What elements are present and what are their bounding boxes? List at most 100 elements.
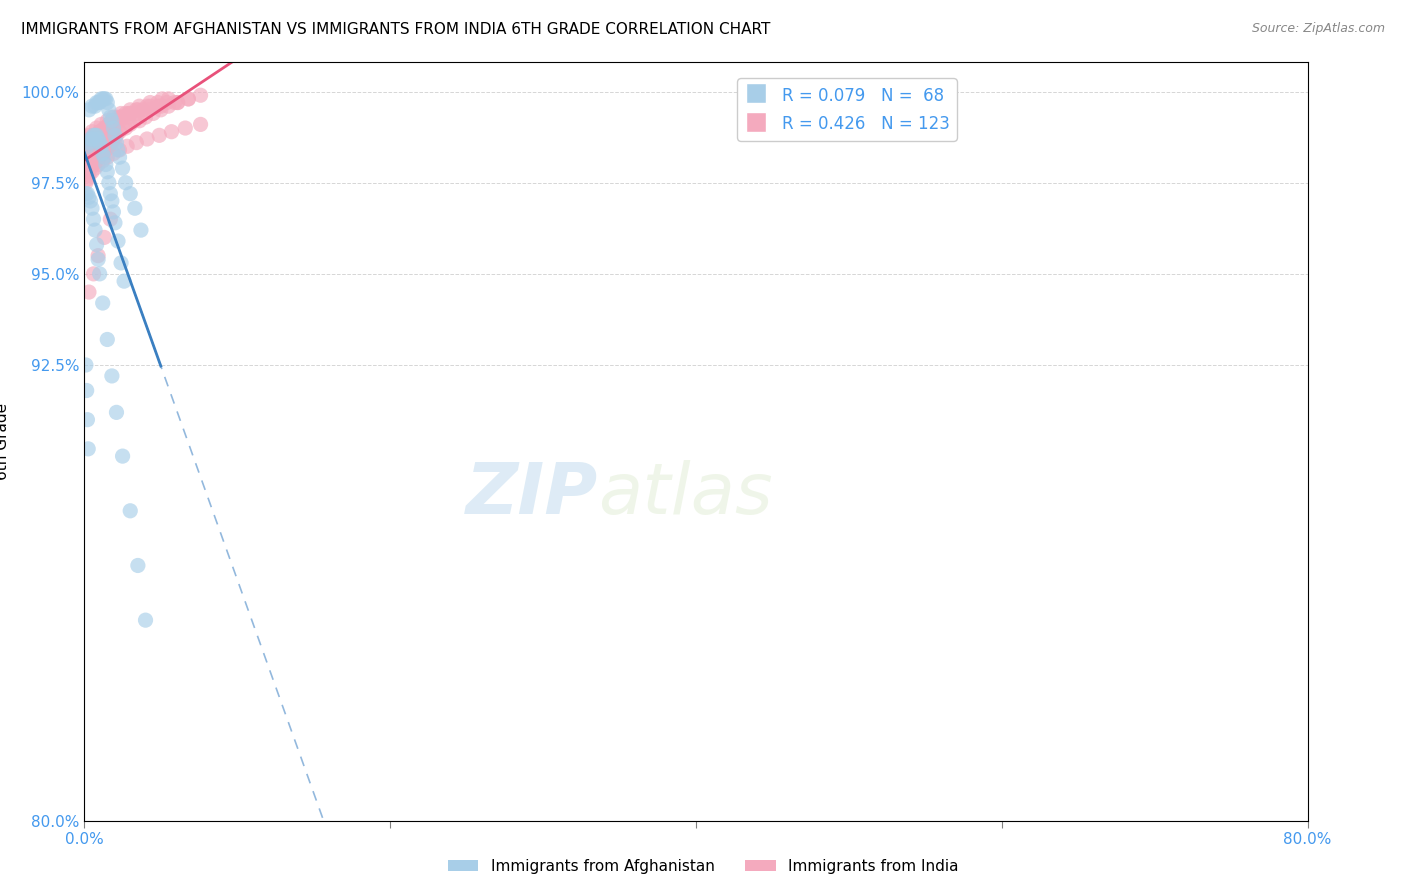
Point	[177, 92, 200, 106]
Point	[150, 92, 173, 106]
Point	[105, 136, 128, 150]
Point	[91, 153, 114, 168]
Point	[90, 128, 112, 143]
Y-axis label: 6th Grade: 6th Grade	[0, 403, 10, 480]
Point	[105, 405, 128, 419]
Point	[156, 95, 179, 110]
Point	[93, 230, 115, 244]
Point	[86, 121, 108, 136]
Point	[96, 139, 118, 153]
Point	[111, 161, 134, 176]
Point	[98, 212, 121, 227]
Point	[89, 150, 111, 164]
Point	[84, 99, 107, 113]
Text: atlas: atlas	[598, 460, 773, 529]
Point	[97, 117, 120, 131]
Point	[77, 442, 100, 456]
Point	[76, 146, 98, 161]
Point	[76, 384, 98, 398]
Point	[138, 103, 160, 117]
Point	[77, 128, 100, 143]
Point	[83, 132, 105, 146]
Point	[101, 113, 124, 128]
Point	[76, 165, 98, 179]
Point	[96, 333, 118, 347]
Point	[83, 139, 105, 153]
Point	[87, 157, 110, 171]
Point	[110, 110, 132, 124]
Point	[89, 267, 111, 281]
Point	[97, 139, 120, 153]
Point	[148, 128, 170, 143]
Point	[108, 113, 131, 128]
Point	[120, 504, 142, 518]
Point	[166, 95, 188, 110]
Point	[84, 128, 107, 143]
Point	[87, 95, 110, 110]
Point	[101, 194, 124, 208]
Point	[177, 92, 200, 106]
Point	[94, 157, 117, 171]
Point	[149, 103, 172, 117]
Point	[90, 139, 112, 153]
Point	[86, 237, 108, 252]
Point	[90, 92, 112, 106]
Point	[75, 165, 97, 179]
Point	[89, 128, 111, 143]
Point	[77, 169, 100, 183]
Point	[139, 99, 162, 113]
Point	[91, 125, 114, 139]
Point	[94, 143, 117, 157]
Point	[114, 106, 136, 120]
Point	[110, 110, 132, 124]
Point	[101, 136, 124, 150]
Point	[75, 186, 97, 201]
Point	[103, 110, 125, 124]
Point	[89, 136, 111, 150]
Point	[90, 146, 112, 161]
Point	[129, 223, 152, 237]
Point	[96, 121, 118, 136]
Point	[89, 125, 111, 139]
Point	[97, 176, 120, 190]
Point	[84, 161, 107, 176]
Point	[75, 358, 97, 372]
Point	[136, 99, 159, 113]
Point	[79, 132, 101, 146]
Point	[101, 368, 124, 383]
Point	[107, 110, 129, 124]
Point	[118, 106, 141, 120]
Point	[83, 212, 105, 227]
Point	[135, 613, 157, 627]
Point	[114, 121, 136, 136]
Point	[160, 125, 183, 139]
Point	[157, 92, 180, 106]
Point	[83, 157, 105, 171]
Point	[84, 128, 107, 143]
Text: ZIP: ZIP	[465, 460, 598, 529]
Point	[98, 117, 121, 131]
Point	[124, 113, 146, 128]
Point	[108, 125, 131, 139]
Point	[77, 190, 100, 204]
Point	[127, 103, 149, 117]
Point	[157, 99, 180, 113]
Point	[124, 201, 146, 215]
Point	[97, 117, 120, 131]
Point	[146, 95, 169, 110]
Point	[91, 146, 114, 161]
Point	[80, 165, 103, 179]
Point	[103, 132, 125, 146]
Point	[91, 146, 114, 161]
Point	[120, 103, 142, 117]
Point	[79, 194, 101, 208]
Point	[80, 157, 103, 171]
Point	[103, 121, 125, 136]
Point	[94, 121, 117, 136]
Point	[86, 128, 108, 143]
Point	[174, 121, 197, 136]
Point	[111, 121, 134, 136]
Point	[77, 146, 100, 161]
Point	[87, 132, 110, 146]
Point	[96, 95, 118, 110]
